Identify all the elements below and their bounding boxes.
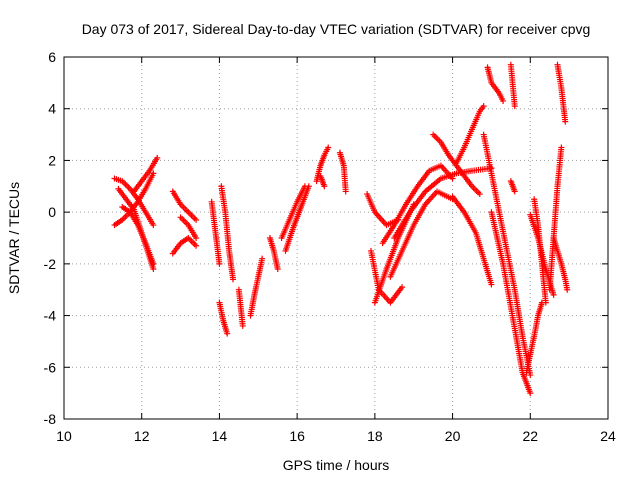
- series-arc-25: [387, 188, 456, 280]
- series-arc-26: [430, 131, 483, 198]
- series-arc-33: [507, 178, 518, 195]
- series-arc-13: [247, 255, 266, 319]
- x-tick-label: 14: [212, 428, 228, 444]
- x-tick-label: 18: [367, 428, 383, 444]
- data-point: [259, 255, 266, 262]
- y-tick-label: -6: [44, 359, 57, 375]
- data-point: [480, 103, 487, 110]
- series-arc-34: [523, 299, 545, 376]
- x-tick-label: 10: [56, 428, 72, 444]
- series-arc-39: [527, 211, 557, 298]
- data-point: [562, 118, 569, 125]
- y-tick-label: 6: [48, 49, 56, 65]
- series-arc-9: [208, 198, 223, 267]
- series-arc-4: [130, 154, 161, 195]
- series-arc-6: [169, 188, 200, 223]
- data-point: [511, 103, 518, 110]
- series-arc-19: [336, 149, 349, 195]
- series-arc-36: [546, 144, 565, 293]
- data-point: [193, 235, 200, 241]
- data-point: [325, 144, 332, 151]
- series-arc-23: [379, 162, 456, 247]
- data-point: [274, 266, 281, 273]
- data-point: [527, 390, 534, 397]
- y-tick-label: 2: [48, 152, 56, 168]
- data-point: [511, 188, 518, 195]
- series-arc-30: [480, 131, 534, 379]
- points-layer: [111, 61, 571, 397]
- series-arc-7: [169, 235, 200, 257]
- series-arc-16: [278, 183, 308, 241]
- series-arc-5: [115, 185, 157, 273]
- data-point: [150, 222, 157, 229]
- y-tick-label: 4: [48, 101, 56, 117]
- data-point: [224, 330, 231, 337]
- series-arc-32: [507, 61, 518, 110]
- series-arc-15: [282, 183, 312, 254]
- data-point: [150, 170, 157, 177]
- x-axis-label: GPS time / hours: [283, 457, 390, 473]
- data-point: [476, 191, 483, 198]
- x-tick-label: 24: [600, 428, 616, 444]
- grid-layer: [64, 57, 608, 419]
- y-tick-label: -2: [44, 256, 57, 272]
- y-tick-label: -4: [44, 308, 57, 324]
- chart-title: Day 073 of 2017, Sidereal Day-to-day VTE…: [82, 21, 591, 37]
- x-tick-label: 22: [522, 428, 538, 444]
- series-arc-28: [449, 193, 495, 288]
- data-point: [488, 281, 495, 288]
- series-arc-37: [554, 61, 569, 125]
- data-point: [193, 242, 200, 249]
- y-tick-label: -8: [44, 411, 57, 427]
- x-tick-label: 20: [445, 428, 461, 444]
- data-point: [216, 260, 223, 267]
- y-axis-label: SDTVAR / TECUs: [6, 182, 22, 294]
- data-point: [239, 322, 246, 329]
- series-arc-31: [488, 209, 534, 397]
- data-point: [321, 183, 328, 190]
- data-point: [527, 372, 534, 379]
- series-arc-24: [391, 165, 495, 241]
- series-arc-14: [266, 235, 281, 273]
- series-arc-12: [235, 286, 246, 329]
- data-point: [564, 286, 571, 293]
- data-point: [150, 266, 157, 273]
- data-point: [193, 216, 200, 223]
- data-point: [399, 284, 406, 291]
- data-point: [550, 291, 557, 298]
- plot-frame: [63, 56, 609, 420]
- series-arc-38: [550, 235, 571, 293]
- data-point: [542, 299, 549, 306]
- series-arc-18: [317, 172, 328, 190]
- data-point: [558, 144, 565, 151]
- y-tick-label: 0: [48, 204, 56, 220]
- series-arc-10: [216, 299, 231, 337]
- series-arc-29: [484, 64, 507, 104]
- x-tick-label: 16: [289, 428, 305, 444]
- data-point: [230, 276, 237, 283]
- data-point: [154, 154, 161, 161]
- series-arc-8: [177, 214, 200, 241]
- data-point: [301, 183, 308, 190]
- data-point: [500, 97, 507, 104]
- series-arc-11: [218, 183, 237, 283]
- x-tick-label: 12: [134, 428, 150, 444]
- series-arc-27: [453, 103, 487, 167]
- data-point: [342, 188, 349, 195]
